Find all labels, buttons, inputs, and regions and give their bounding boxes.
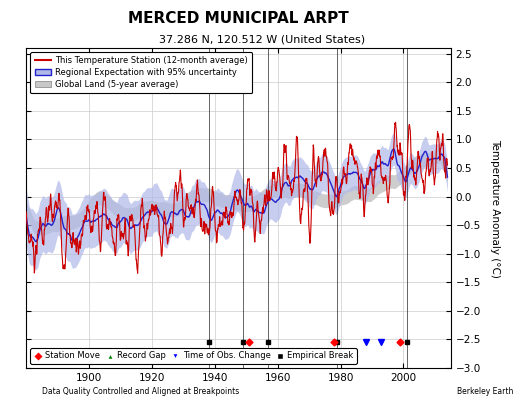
Text: 37.286 N, 120.512 W (United States): 37.286 N, 120.512 W (United States)	[159, 34, 365, 44]
Title: MERCED MUNICIPAL ARPT: MERCED MUNICIPAL ARPT	[128, 11, 349, 26]
Legend: Station Move, Record Gap, Time of Obs. Change, Empirical Break: Station Move, Record Gap, Time of Obs. C…	[30, 348, 357, 364]
Text: Data Quality Controlled and Aligned at Breakpoints: Data Quality Controlled and Aligned at B…	[42, 387, 239, 396]
Y-axis label: Temperature Anomaly (°C): Temperature Anomaly (°C)	[490, 138, 500, 278]
Text: Berkeley Earth: Berkeley Earth	[457, 387, 514, 396]
